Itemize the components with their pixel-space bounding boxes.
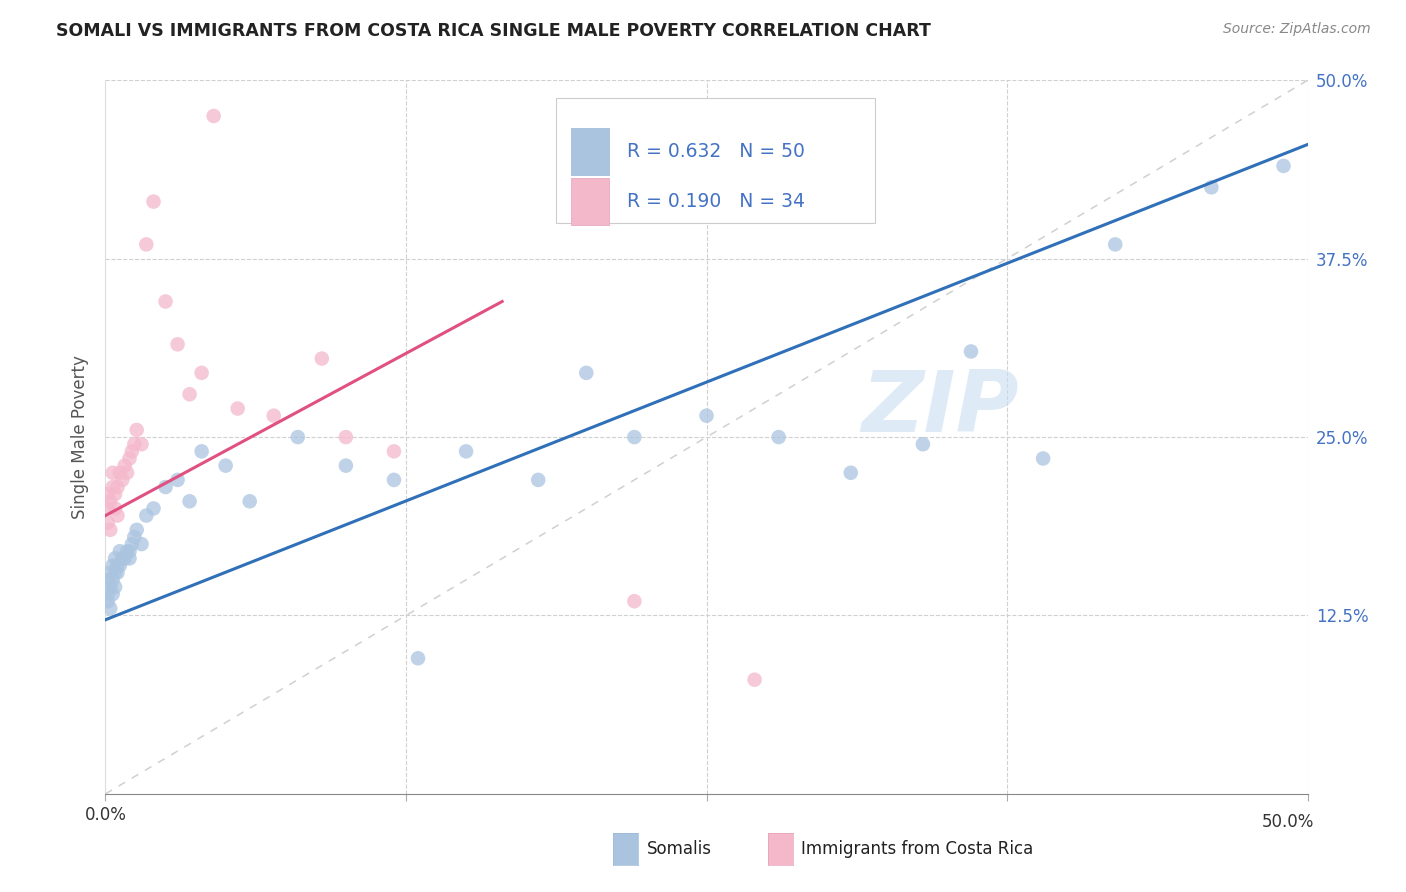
Text: atlas: atlas <box>1403 374 1406 458</box>
Point <box>124 530 146 544</box>
Point <box>101 558 124 573</box>
Point <box>335 458 357 473</box>
Point <box>111 551 134 566</box>
Point <box>623 594 645 608</box>
Point <box>107 558 129 573</box>
Point <box>101 480 124 494</box>
Point <box>287 430 309 444</box>
Point <box>179 387 201 401</box>
Text: R = 0.190   N = 34: R = 0.190 N = 34 <box>627 192 806 211</box>
Point <box>104 580 127 594</box>
Point <box>623 430 645 444</box>
Point <box>97 487 120 501</box>
Point <box>101 466 124 480</box>
Point <box>97 516 120 530</box>
Point <box>97 594 120 608</box>
Point <box>335 430 357 444</box>
Point <box>98 580 121 594</box>
Point <box>1201 180 1223 194</box>
Bar <box>571 128 609 175</box>
Point <box>960 344 983 359</box>
Point <box>166 337 188 351</box>
Point <box>239 494 262 508</box>
Point <box>131 537 153 551</box>
Text: R = 0.632   N = 50: R = 0.632 N = 50 <box>627 142 806 161</box>
Point <box>155 294 177 309</box>
Point <box>121 444 143 458</box>
Point <box>97 573 120 587</box>
Point <box>124 437 146 451</box>
Point <box>142 194 165 209</box>
Point <box>108 466 131 480</box>
Point <box>118 544 141 558</box>
Point <box>108 558 131 573</box>
Point <box>1272 159 1295 173</box>
Point <box>454 444 477 458</box>
Point <box>202 109 225 123</box>
Point <box>97 501 120 516</box>
Point <box>104 566 127 580</box>
Point <box>98 566 121 580</box>
Point <box>118 551 141 566</box>
Text: 50.0%: 50.0% <box>1263 814 1315 831</box>
Point <box>839 466 862 480</box>
Point <box>115 544 138 558</box>
Point <box>107 508 129 523</box>
Point <box>125 423 148 437</box>
Point <box>226 401 249 416</box>
Point <box>115 466 138 480</box>
Point <box>107 566 129 580</box>
Point <box>166 473 188 487</box>
Point <box>744 673 766 687</box>
Text: Immigrants from Costa Rica: Immigrants from Costa Rica <box>801 840 1033 858</box>
Point <box>108 544 131 558</box>
Point <box>142 501 165 516</box>
Point <box>135 508 157 523</box>
Point <box>131 437 153 451</box>
Point <box>382 473 405 487</box>
Point <box>101 587 124 601</box>
Point <box>98 494 121 508</box>
Point <box>97 587 120 601</box>
Point <box>114 458 136 473</box>
Point <box>121 537 143 551</box>
Point <box>311 351 333 366</box>
Y-axis label: Single Male Poverty: Single Male Poverty <box>72 355 90 519</box>
Point <box>263 409 285 423</box>
Point <box>98 601 121 615</box>
Point <box>406 651 429 665</box>
Point <box>1104 237 1126 252</box>
Point <box>190 366 212 380</box>
Text: SOMALI VS IMMIGRANTS FROM COSTA RICA SINGLE MALE POVERTY CORRELATION CHART: SOMALI VS IMMIGRANTS FROM COSTA RICA SIN… <box>56 22 931 40</box>
Point <box>104 551 127 566</box>
Point <box>575 366 598 380</box>
Point <box>214 458 236 473</box>
Bar <box>571 178 609 225</box>
Point <box>179 494 201 508</box>
FancyBboxPatch shape <box>557 98 875 223</box>
Text: Source: ZipAtlas.com: Source: ZipAtlas.com <box>1223 22 1371 37</box>
Point <box>98 523 121 537</box>
Point <box>114 551 136 566</box>
Text: Somalis: Somalis <box>647 840 711 858</box>
Point <box>101 573 124 587</box>
Point <box>155 480 177 494</box>
Point <box>111 473 134 487</box>
Point <box>768 430 790 444</box>
Point <box>190 444 212 458</box>
Point <box>911 437 934 451</box>
Point <box>104 487 127 501</box>
Point <box>125 523 148 537</box>
Point <box>104 501 127 516</box>
Point <box>107 480 129 494</box>
Point <box>1032 451 1054 466</box>
Point <box>382 444 405 458</box>
Point <box>696 409 718 423</box>
Point <box>118 451 141 466</box>
Point <box>527 473 550 487</box>
Text: ZIP: ZIP <box>862 367 1019 450</box>
Point <box>135 237 157 252</box>
